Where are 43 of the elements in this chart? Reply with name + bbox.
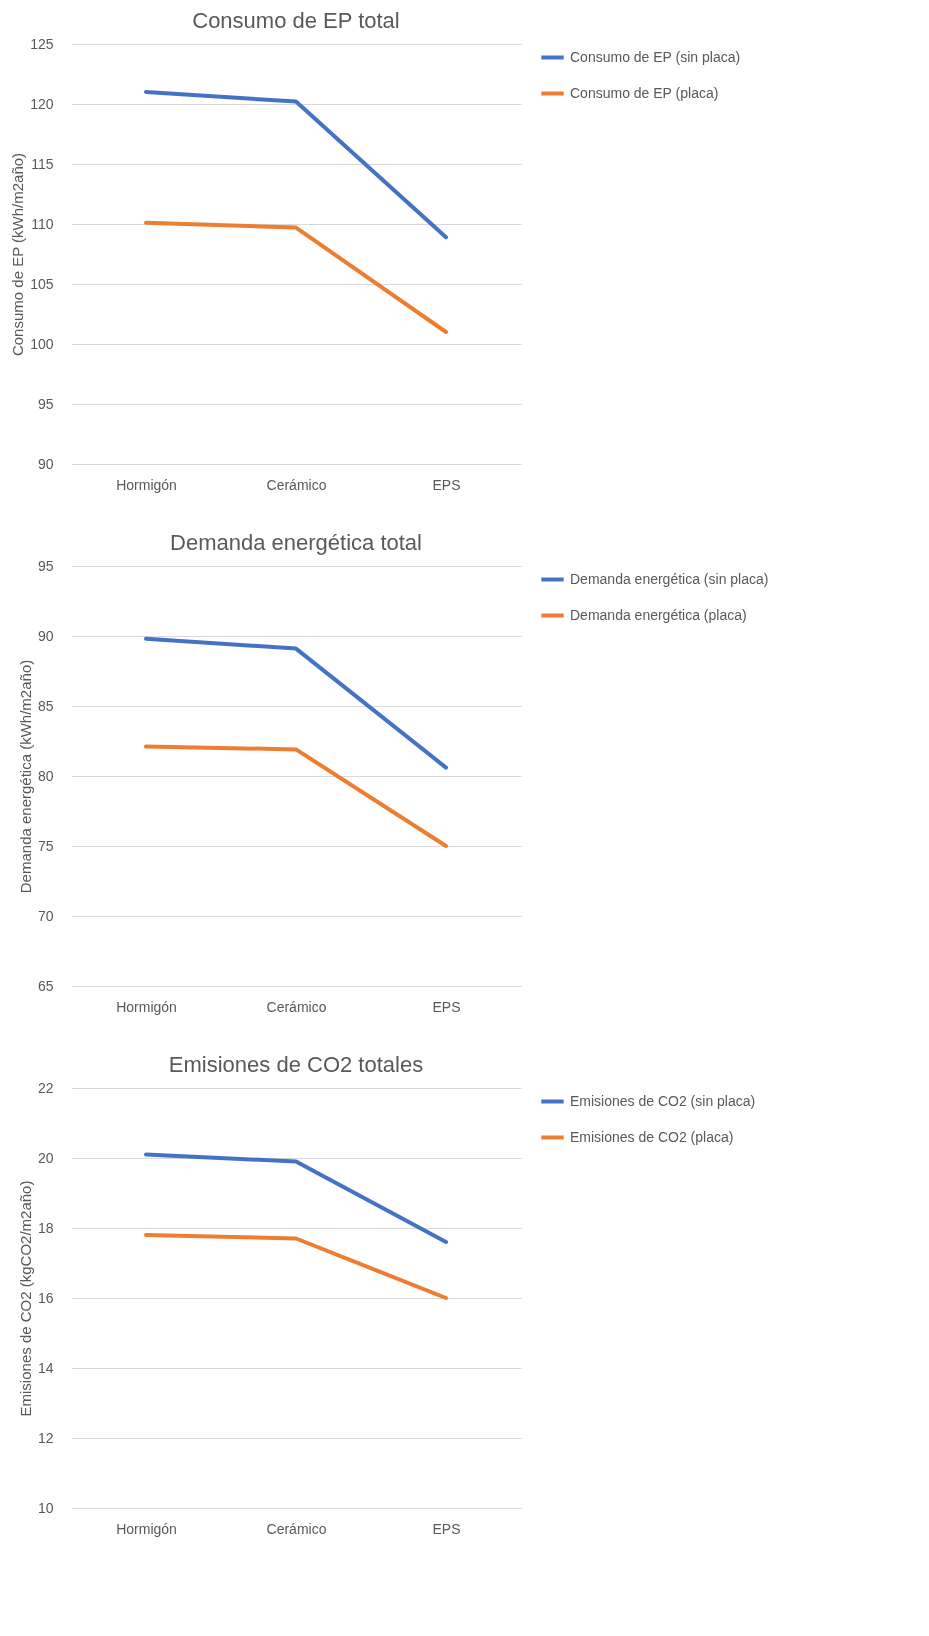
y-tick-label: 95 — [37, 557, 54, 574]
y-tick-label: 20 — [37, 1149, 54, 1166]
x-tick-label: Hormigón — [116, 998, 177, 1015]
y-tick-label: 18 — [37, 1219, 54, 1236]
y-tick-label: 75 — [37, 837, 54, 854]
y-tick-label: 90 — [37, 627, 54, 644]
y-tick-label: 65 — [37, 977, 54, 994]
legend-label: Emisiones de CO2 (placa) — [570, 1128, 734, 1145]
chart-title: Emisiones de CO2 totales — [168, 1052, 424, 1077]
y-axis-title: Emisiones de CO2 (kgCO2/m2año) — [16, 1180, 34, 1417]
y-tick-label: 120 — [30, 95, 54, 112]
y-tick-label: 80 — [37, 767, 54, 784]
y-tick-label: 70 — [37, 907, 54, 924]
y-tick-label: 14 — [37, 1359, 54, 1376]
x-tick-label: Cerámico — [266, 476, 327, 493]
x-tick-label: EPS — [432, 476, 461, 493]
chart-title: Consumo de EP total — [192, 8, 400, 33]
y-tick-label: 85 — [37, 697, 54, 714]
legend-label: Demanda energética (sin placa) — [570, 570, 769, 587]
y-tick-label: 100 — [30, 335, 54, 352]
legend-label: Emisiones de CO2 (sin placa) — [570, 1092, 756, 1109]
y-tick-label: 105 — [30, 275, 54, 292]
y-tick-label: 22 — [37, 1079, 54, 1096]
y-axis-title: Consumo de EP (kWh/m2año) — [9, 152, 27, 357]
legend-label: Demanda energética (placa) — [570, 606, 747, 623]
x-tick-label: Cerámico — [266, 1520, 327, 1537]
x-tick-label: EPS — [432, 998, 461, 1015]
x-tick-label: EPS — [432, 1520, 461, 1537]
y-tick-label: 12 — [37, 1429, 54, 1446]
legend-label: Consumo de EP (placa) — [570, 84, 719, 101]
chart-title: Demanda energética total — [170, 530, 422, 555]
y-tick-label: 125 — [30, 35, 54, 52]
x-tick-label: Hormigón — [116, 1520, 177, 1537]
y-tick-label: 95 — [37, 395, 54, 412]
y-tick-label: 115 — [31, 155, 54, 172]
y-axis-title: Demanda energética (kWh/m2año) — [16, 659, 34, 894]
x-tick-label: Hormigón — [116, 476, 177, 493]
y-tick-label: 16 — [37, 1289, 54, 1306]
y-tick-label: 90 — [37, 455, 54, 472]
y-tick-label: 10 — [37, 1499, 54, 1516]
legend-label: Consumo de EP (sin placa) — [570, 48, 741, 65]
x-tick-label: Cerámico — [266, 998, 327, 1015]
y-tick-label: 110 — [31, 215, 54, 232]
